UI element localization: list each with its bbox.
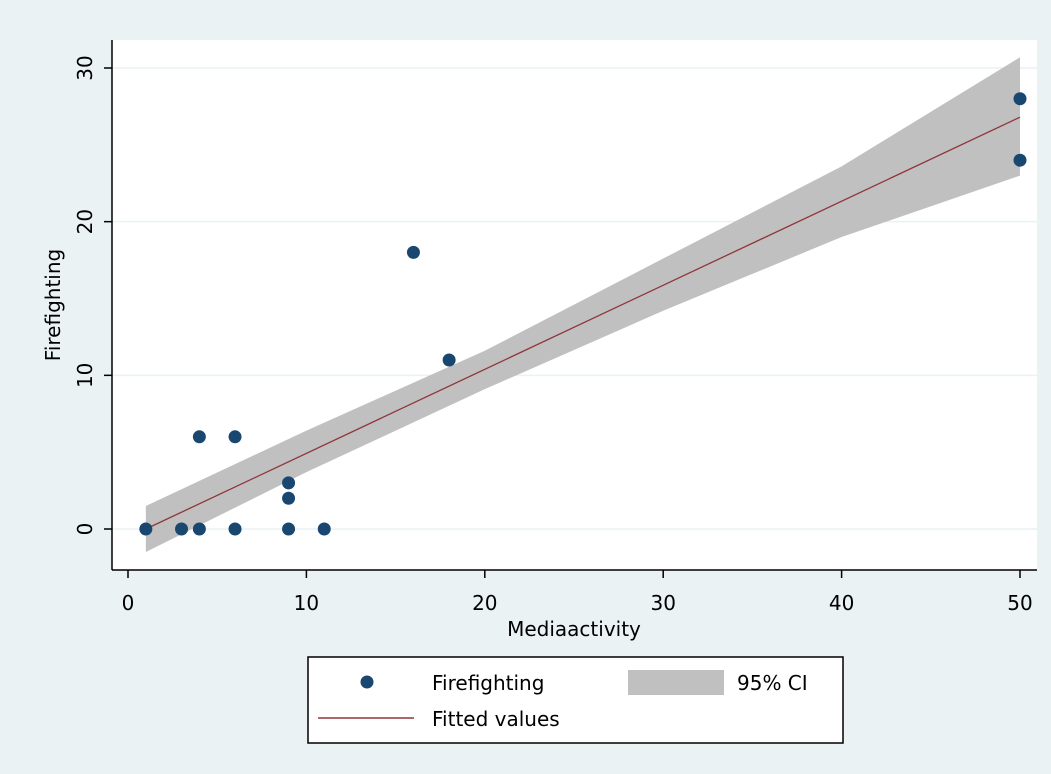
- legend-label-fit: Fitted values: [432, 707, 560, 731]
- scatter-point-8: [282, 476, 296, 490]
- x-tick-label-5: 50: [1007, 591, 1032, 615]
- x-tick-label-3: 30: [650, 591, 675, 615]
- scatter-point-0: [139, 522, 153, 536]
- legend-symbol-scatter: [360, 675, 374, 689]
- ci-band: [145, 57, 1021, 553]
- scatter-point-7: [282, 491, 296, 505]
- axes: [111, 40, 1037, 571]
- scatter-point-11: [442, 353, 456, 367]
- ci-band-layer: [145, 57, 1021, 553]
- scatter-point-6: [282, 522, 296, 536]
- legend-box: [307, 656, 844, 744]
- scatter-point-9: [317, 522, 331, 536]
- scatter-point-13: [1013, 153, 1027, 167]
- y-ticks: 0 10 20 30: [73, 55, 112, 535]
- y-tick-label-2: 20: [73, 209, 97, 234]
- legend-label-ci: 95% CI: [737, 671, 808, 695]
- scatter-point-2: [192, 522, 206, 536]
- y-tick-label-0: 0: [73, 523, 97, 536]
- x-tick-label-1: 10: [294, 591, 319, 615]
- legend-label-scatter: Firefighting: [432, 671, 544, 695]
- scatter-point-4: [228, 430, 242, 444]
- legend: Firefighting 95% CI Fitted values: [307, 656, 844, 744]
- y-tick-label-1: 10: [73, 363, 97, 388]
- legend-symbol-ci: [628, 670, 724, 695]
- y-axis-title: Firefighting: [41, 249, 65, 361]
- x-axis-title: Mediaactivity: [507, 617, 641, 641]
- scatter-point-10: [406, 245, 420, 259]
- x-tick-label-4: 40: [829, 591, 854, 615]
- scatter-point-3: [192, 430, 206, 444]
- fit-line-layer: [145, 116, 1021, 530]
- y-tick-label-3: 30: [73, 55, 97, 80]
- x-tick-label-2: 20: [472, 591, 497, 615]
- scatter-points: [139, 92, 1027, 536]
- x-ticks: 0 10 20 30 40 50: [122, 570, 1033, 615]
- fitted-line: [145, 116, 1021, 530]
- x-tick-label-0: 0: [122, 591, 135, 615]
- scatter-point-1: [175, 522, 189, 536]
- scatter-point-12: [1013, 92, 1027, 106]
- scatter-point-5: [228, 522, 242, 536]
